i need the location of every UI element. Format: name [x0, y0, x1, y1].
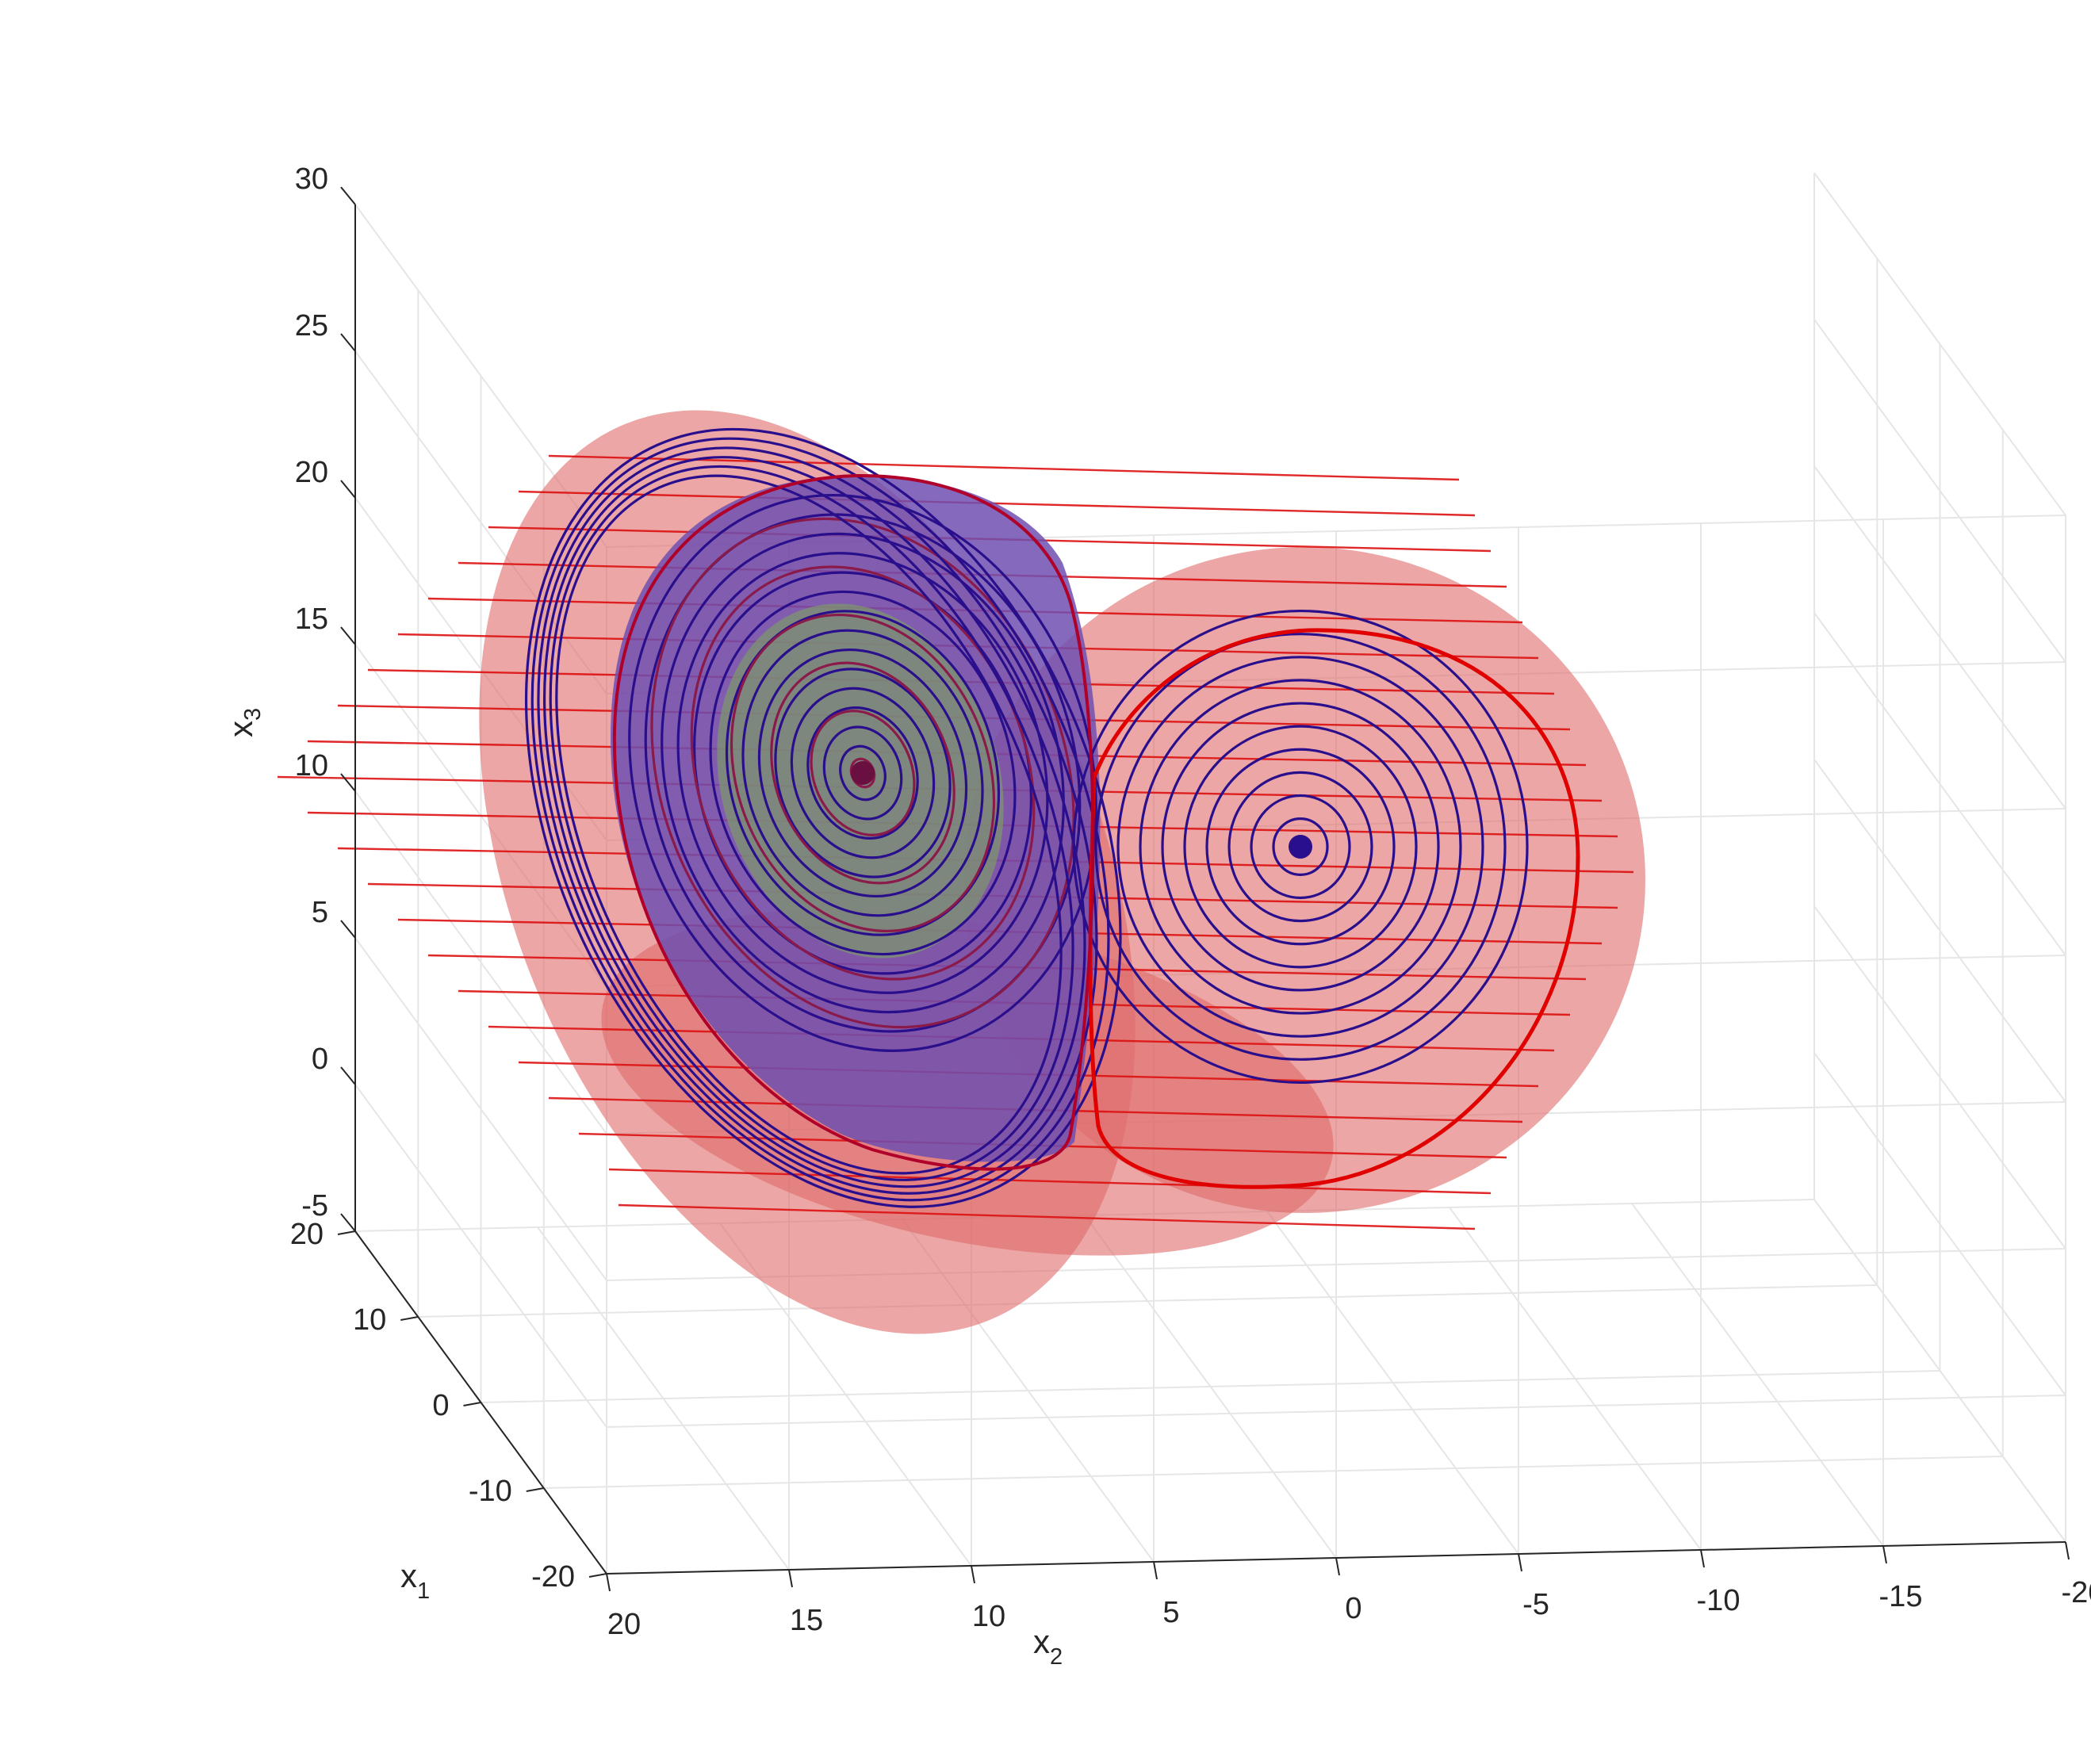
x1-tick-label: -10	[469, 1475, 512, 1508]
trajectory-loop	[725, 610, 1001, 936]
trajectory-loop	[806, 706, 919, 840]
x3-tick-label: 0	[312, 1043, 328, 1076]
x2-tick-label: 0	[1345, 1592, 1361, 1625]
trajectory-layer	[525, 427, 1580, 1208]
x3-tick-label: 10	[295, 749, 328, 783]
x3-tick-mark	[340, 1066, 356, 1085]
x2-tick-label: 10	[972, 1600, 1005, 1633]
surface-stripe	[548, 454, 1460, 481]
x3-tick-label: 20	[295, 456, 328, 489]
trajectory-loop	[774, 668, 952, 878]
trajectory-loop	[1227, 771, 1373, 923]
trajectory-loop	[1161, 702, 1440, 992]
x2-tick-mark	[1882, 1545, 1887, 1564]
trajectory-loop	[790, 687, 936, 859]
x1-tick-mark	[337, 1230, 356, 1235]
trajectory-loop	[676, 552, 1049, 994]
trajectory-loop	[555, 474, 1063, 1175]
x1-tick-mark	[588, 1573, 607, 1578]
trajectory-loop	[822, 725, 903, 821]
trajectory-loop	[1205, 748, 1396, 946]
x1-tick-mark	[526, 1487, 544, 1492]
x2-tick-label: -5	[1522, 1588, 1549, 1621]
x2-tick-label: -10	[1697, 1584, 1741, 1617]
equilibrium-point	[851, 761, 875, 785]
x2-tick-label: 15	[790, 1604, 823, 1637]
x1-tick-label: 0	[432, 1389, 449, 1422]
x2-tick-mark	[1700, 1549, 1705, 1568]
periodic-orbit	[1088, 628, 1580, 1189]
x1-tick-mark	[463, 1402, 481, 1406]
surface-stripe	[608, 1168, 1492, 1195]
x2-tick-mark	[971, 1565, 975, 1584]
trajectory-loop	[757, 648, 968, 898]
x3-tick-mark	[340, 626, 356, 645]
x2-tick-mark	[2065, 1541, 2070, 1560]
axes: 30 25 20 15 10 5 0 -5 20 10 0 -10 -20 20 15 10 5 0 -5 -10…	[222, 163, 2091, 1670]
trajectory-loop	[730, 613, 996, 933]
trajectory-right-lobe	[1072, 609, 1529, 1085]
trajectory-loop	[1072, 609, 1529, 1085]
surface-stripe	[618, 1203, 1476, 1230]
trajectory-loop	[770, 661, 956, 885]
x2-tick-mark	[606, 1573, 611, 1592]
trajectory-loop	[810, 710, 916, 836]
trajectory-loop	[628, 494, 1097, 1052]
trajectory-loop	[741, 629, 984, 917]
x1-tick-label: -20	[531, 1560, 575, 1594]
x1-ticks: 20 10 0 -10 -20	[290, 1218, 607, 1594]
trajectory-loop	[839, 744, 887, 802]
x2-tick-label: -15	[1879, 1580, 1923, 1613]
equilibrium-point	[1289, 835, 1312, 859]
trajectory-loop	[1272, 817, 1329, 876]
x2-tick-mark	[1153, 1561, 1158, 1580]
trajectory-loop	[525, 427, 1122, 1208]
trajectory-loop	[1094, 633, 1507, 1061]
surface-stripe	[518, 490, 1476, 517]
x3-tick-label: 25	[295, 309, 328, 342]
x1-tick-label: 10	[353, 1303, 386, 1337]
x2-ticks: 20 15 10 5 0 -5 -10 -15 -20	[606, 1541, 2091, 1641]
x3-tick-mark	[340, 480, 356, 499]
x2-tick-label: 5	[1162, 1596, 1179, 1629]
trajectory-loop	[537, 446, 1098, 1195]
trajectory-loop	[543, 456, 1086, 1188]
x2-tick-mark	[1335, 1557, 1340, 1576]
x3-tick-label: -5	[301, 1189, 328, 1223]
x3-tick-mark	[340, 186, 356, 205]
x3-tick-mark	[340, 920, 356, 939]
x2-axis-label: x2	[1033, 1623, 1063, 1670]
x2-tick-label: 20	[607, 1608, 641, 1641]
trajectory-loop	[644, 513, 1082, 1033]
x3-tick-label: 30	[295, 163, 328, 196]
x3-tick-mark	[340, 1213, 356, 1232]
x1-axis-label: x1	[400, 1557, 430, 1604]
x3-tick-mark	[340, 333, 356, 352]
x2-tick-label: -20	[2062, 1576, 2091, 1609]
x3-ticks: 30 25 20 15 10 5 0 -5	[295, 163, 356, 1232]
trajectory-loop	[530, 437, 1110, 1202]
x1-tick-mark	[400, 1316, 419, 1321]
x3-tick-label: 15	[295, 603, 328, 636]
trajectory-loop	[1139, 679, 1462, 1015]
x3-tick-mark	[340, 773, 356, 792]
trajectory-loop	[661, 532, 1065, 1014]
trajectory-loop	[1116, 656, 1484, 1038]
x2-tick-mark	[1518, 1553, 1522, 1572]
periodic-orbit-left	[612, 473, 1095, 1171]
trajectory-loop	[709, 590, 1017, 956]
x3-axis-label: x3	[222, 708, 266, 737]
surface-layer	[277, 410, 1645, 1334]
trajectory-loop	[1183, 725, 1418, 969]
x3-tick-label: 5	[312, 896, 328, 929]
x1-tick-label: 20	[290, 1218, 324, 1251]
x2-tick-mark	[788, 1569, 793, 1588]
trajectory-loop	[1250, 794, 1351, 900]
trajectory-left-lobe	[525, 427, 1122, 1208]
